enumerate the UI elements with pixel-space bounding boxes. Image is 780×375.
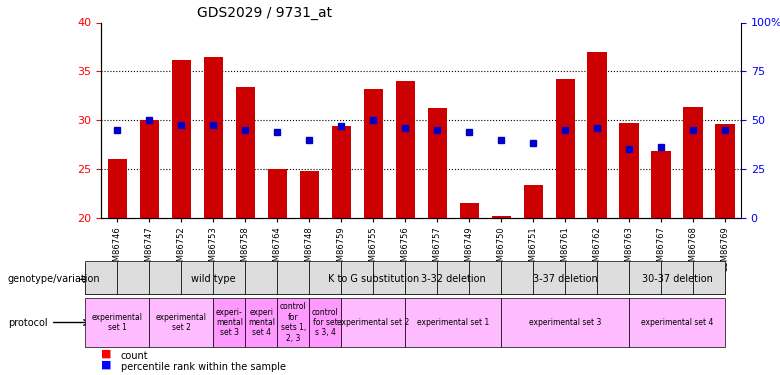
Bar [587, 52, 607, 217]
Text: experimental set 1: experimental set 1 [417, 318, 489, 327]
Bar [683, 107, 703, 218]
Text: experi
mental
set 4: experi mental set 4 [248, 308, 275, 338]
Text: GDS2029 / 9731_at: GDS2029 / 9731_at [197, 6, 332, 20]
Bar [140, 120, 159, 218]
Bar [715, 124, 735, 218]
Bar [300, 171, 319, 217]
Bar [108, 159, 127, 218]
Bar [555, 79, 575, 218]
Bar [236, 87, 255, 218]
Bar [651, 151, 671, 217]
Text: experimental set 2: experimental set 2 [337, 318, 410, 327]
Text: experimental set 4: experimental set 4 [641, 318, 713, 327]
Bar [395, 81, 415, 218]
Bar [619, 123, 639, 218]
Text: K to G substitution: K to G substitution [328, 274, 419, 284]
Text: genotype/variation: genotype/variation [8, 274, 101, 284]
Text: experimental
set 1: experimental set 1 [92, 313, 143, 332]
Text: ■: ■ [101, 360, 112, 369]
Text: count: count [121, 351, 148, 361]
Text: control
for set
s 3, 4: control for set s 3, 4 [312, 308, 339, 338]
Text: 30-37 deletion: 30-37 deletion [642, 274, 712, 284]
Text: experi-
mental
set 3: experi- mental set 3 [216, 308, 243, 338]
Text: protocol: protocol [8, 318, 48, 327]
Bar [268, 169, 287, 217]
Bar [332, 126, 351, 218]
Bar [204, 57, 223, 217]
Text: 3-32 deletion: 3-32 deletion [420, 274, 486, 284]
Text: percentile rank within the sample: percentile rank within the sample [121, 363, 286, 372]
Bar [491, 216, 511, 217]
Text: wild type: wild type [191, 274, 236, 284]
Text: 3-37 deletion: 3-37 deletion [533, 274, 597, 284]
Text: experimental
set 2: experimental set 2 [156, 313, 207, 332]
Bar [363, 89, 383, 218]
Bar [172, 60, 191, 217]
Text: control
for
sets 1,
2, 3: control for sets 1, 2, 3 [280, 302, 307, 343]
Bar [523, 185, 543, 218]
Bar [427, 108, 447, 217]
Bar [459, 203, 479, 217]
Text: experimental set 3: experimental set 3 [529, 318, 601, 327]
Text: ■: ■ [101, 348, 112, 358]
